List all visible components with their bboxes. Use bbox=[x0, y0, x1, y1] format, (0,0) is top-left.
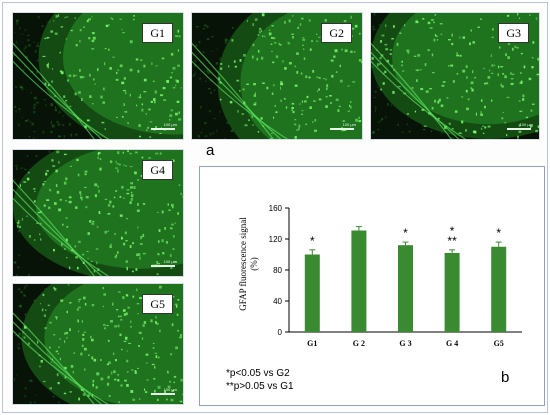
bar-4 bbox=[444, 252, 460, 332]
micrograph-panel-g5: G5 100 µm bbox=[12, 283, 184, 405]
x-tick-label: G 2 bbox=[353, 339, 365, 347]
scale-bar bbox=[151, 265, 175, 267]
figure-label-b: b bbox=[501, 369, 510, 386]
significance-marker: ** bbox=[447, 234, 457, 248]
scale-text: 100 µm bbox=[342, 122, 356, 127]
bar-2 bbox=[351, 230, 367, 332]
y-tick-label: 0 bbox=[278, 328, 283, 337]
significance-marker: * bbox=[496, 226, 501, 240]
micrograph-image bbox=[13, 284, 183, 404]
micrograph-image bbox=[13, 13, 183, 139]
scale-bar bbox=[507, 128, 531, 130]
bar-3 bbox=[398, 245, 413, 332]
y-tick-label: 40 bbox=[273, 297, 282, 306]
micrograph-panel-g1: G1 100 µm bbox=[12, 12, 184, 140]
tissue-texture bbox=[13, 284, 183, 404]
panel-label: G3 bbox=[498, 23, 529, 43]
significance-marker: * bbox=[310, 234, 315, 248]
scale-bar bbox=[151, 393, 175, 395]
scale-text: 100 µm bbox=[163, 259, 177, 264]
y-tick-label: 80 bbox=[273, 266, 282, 275]
x-tick-label: G5 bbox=[494, 339, 504, 347]
scale-text: 100 µm bbox=[163, 387, 177, 392]
panel-label: G1 bbox=[142, 23, 173, 43]
panel-label: G4 bbox=[142, 160, 173, 180]
chart-panel: 0 40 80 120 160 GFAP fluorescence signal(%) G1… bbox=[199, 166, 545, 406]
significance-marker: * bbox=[403, 226, 408, 240]
tissue-texture bbox=[13, 13, 183, 139]
scale-bar bbox=[330, 128, 354, 130]
y-tick-label: 120 bbox=[269, 235, 283, 244]
significance-note-2: **p>0.05 vs G1 bbox=[226, 381, 294, 392]
micrograph-panel-g4: G4 100 µm bbox=[12, 149, 184, 277]
y-axis-label: GFAP fluorescence signal(%) bbox=[238, 217, 259, 311]
bar-chart: 0 40 80 120 160 GFAP fluorescence signal(%) G1… bbox=[238, 204, 522, 348]
scale-bar bbox=[151, 128, 175, 130]
panel-label: G2 bbox=[321, 23, 352, 43]
micrograph-panel-g3: G3 100 µm bbox=[370, 12, 540, 140]
y-tick-label: 160 bbox=[269, 204, 283, 213]
x-tick-label: G 4 bbox=[446, 339, 458, 347]
micrograph-panel-g2: G2 100 µm bbox=[191, 12, 363, 140]
figure-label-a: a bbox=[206, 142, 215, 159]
scale-text: 100 µm bbox=[519, 122, 533, 127]
panel-label: G5 bbox=[142, 294, 173, 314]
bar-1 bbox=[304, 254, 320, 332]
x-tick-label: G1 bbox=[307, 339, 317, 347]
bar-5 bbox=[491, 246, 507, 332]
x-tick-label: G 3 bbox=[399, 339, 411, 347]
scale-text: 100 µm bbox=[163, 122, 177, 127]
significance-marker: * bbox=[450, 224, 455, 238]
significance-note-1: *p<0.05 vs G2 bbox=[226, 368, 290, 379]
